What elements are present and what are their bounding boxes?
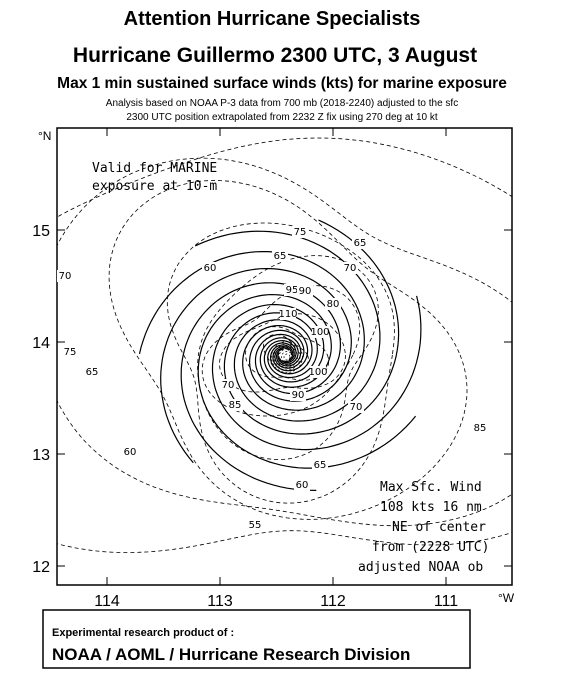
note: 2300 UTC position extrapolated from 2232… — [126, 112, 438, 123]
contour-label: 85 — [474, 423, 487, 434]
isotach — [245, 326, 330, 381]
label-bg — [352, 237, 368, 249]
label-bg — [472, 422, 488, 434]
max-wind-note: 108 kts 16 nm — [380, 500, 482, 515]
lon-label: 114 — [94, 593, 120, 610]
contour-label: 55 — [249, 520, 262, 531]
label-bg — [290, 389, 306, 401]
contour-label: 60 — [296, 480, 309, 491]
valid-note: Valid for MARINE — [92, 161, 217, 176]
label-bg — [122, 446, 138, 458]
lat-unit: °N — [38, 129, 51, 143]
contour-label: 95 — [286, 285, 299, 296]
label-bg — [84, 366, 100, 378]
isotach — [197, 255, 379, 461]
max-wind-note: adjusted NOAA ob — [358, 560, 483, 575]
lat-label: 13 — [32, 447, 50, 464]
max-wind-note: Max Sfc. Wind — [380, 480, 482, 495]
label-bg — [297, 285, 313, 297]
label-bg — [62, 346, 78, 358]
isotach — [276, 346, 298, 368]
lon-label: 113 — [207, 593, 233, 610]
contour-label: 75 — [64, 347, 77, 358]
headline: Hurricane Guillermo 2300 UTC, 3 August — [73, 44, 477, 67]
isotach — [273, 343, 301, 371]
contour-label: 70 — [222, 380, 235, 391]
isotach — [108, 180, 468, 520]
isotach — [271, 341, 303, 373]
contour-label: 90 — [292, 390, 305, 401]
label-bg — [202, 262, 218, 274]
label-bg — [272, 250, 288, 262]
contour-label: 85 — [229, 400, 242, 411]
isotach — [283, 353, 291, 361]
isotach — [166, 222, 395, 504]
streamline — [180, 282, 341, 491]
max-wind-note: NE of center — [392, 520, 486, 535]
label-bg — [227, 399, 243, 411]
contour-label: 90 — [299, 286, 312, 297]
footer-line: Experimental research product of : — [52, 627, 234, 639]
contour-label: 65 — [354, 238, 367, 249]
streamline — [160, 268, 352, 464]
contour-label: 100 — [308, 367, 327, 378]
label-bg — [294, 479, 310, 491]
contour-label: 100 — [310, 327, 329, 338]
valid-note: exposure at 10-m — [92, 179, 217, 194]
streamline — [194, 230, 381, 422]
contour-label: 75 — [294, 227, 307, 238]
label-bg — [280, 308, 296, 320]
streamline — [138, 251, 365, 411]
lat-label: 12 — [32, 559, 50, 576]
streamline — [211, 295, 422, 451]
isotach — [281, 351, 293, 363]
label-bg — [284, 284, 300, 296]
contour-label: 70 — [344, 263, 357, 274]
max-wind-note: from (2228 UTC) — [372, 540, 489, 555]
isotach — [263, 334, 309, 374]
label-bg — [348, 401, 364, 413]
isotach — [278, 348, 296, 366]
subtitle: Max 1 min sustained surface winds (kts) … — [57, 75, 507, 92]
label-bg — [57, 270, 73, 282]
label-bg — [292, 226, 308, 238]
isotach — [201, 285, 361, 417]
label-bg — [220, 379, 236, 391]
map-frame — [56, 127, 513, 586]
footer-line: NOAA / AOML / Hurricane Research Divisio… — [52, 645, 410, 664]
label-bg — [312, 326, 328, 338]
contour-label: 80 — [327, 299, 340, 310]
label-bg — [247, 519, 263, 531]
footer-box — [42, 609, 471, 669]
ticks — [57, 128, 512, 585]
isotach — [57, 157, 512, 527]
lon-unit: °W — [498, 591, 515, 605]
streamline — [197, 293, 417, 469]
contours — [57, 137, 512, 553]
title: Attention Hurricane Specialists — [124, 8, 421, 30]
contour-label: 70 — [350, 402, 363, 413]
contour-label: 60 — [124, 447, 137, 458]
contour-label: 60 — [204, 263, 217, 274]
lon-label: 112 — [320, 593, 346, 610]
contour-label: 65 — [274, 251, 287, 262]
lon-label: 111 — [434, 593, 458, 610]
lat-label: 14 — [32, 335, 50, 352]
lat-label: 15 — [32, 223, 50, 240]
isotach — [219, 313, 346, 393]
contour-label: 65 — [314, 460, 327, 471]
label-bg — [342, 262, 358, 274]
contour-label: 110 — [278, 309, 297, 320]
label-bg — [312, 459, 328, 471]
isotach — [57, 137, 512, 553]
streamline — [223, 219, 400, 435]
contour-label: 70 — [59, 271, 72, 282]
note: Analysis based on NOAA P-3 data from 700… — [106, 98, 458, 109]
label-bg — [310, 366, 326, 378]
label-bg — [325, 298, 341, 310]
contour-label: 65 — [86, 367, 99, 378]
